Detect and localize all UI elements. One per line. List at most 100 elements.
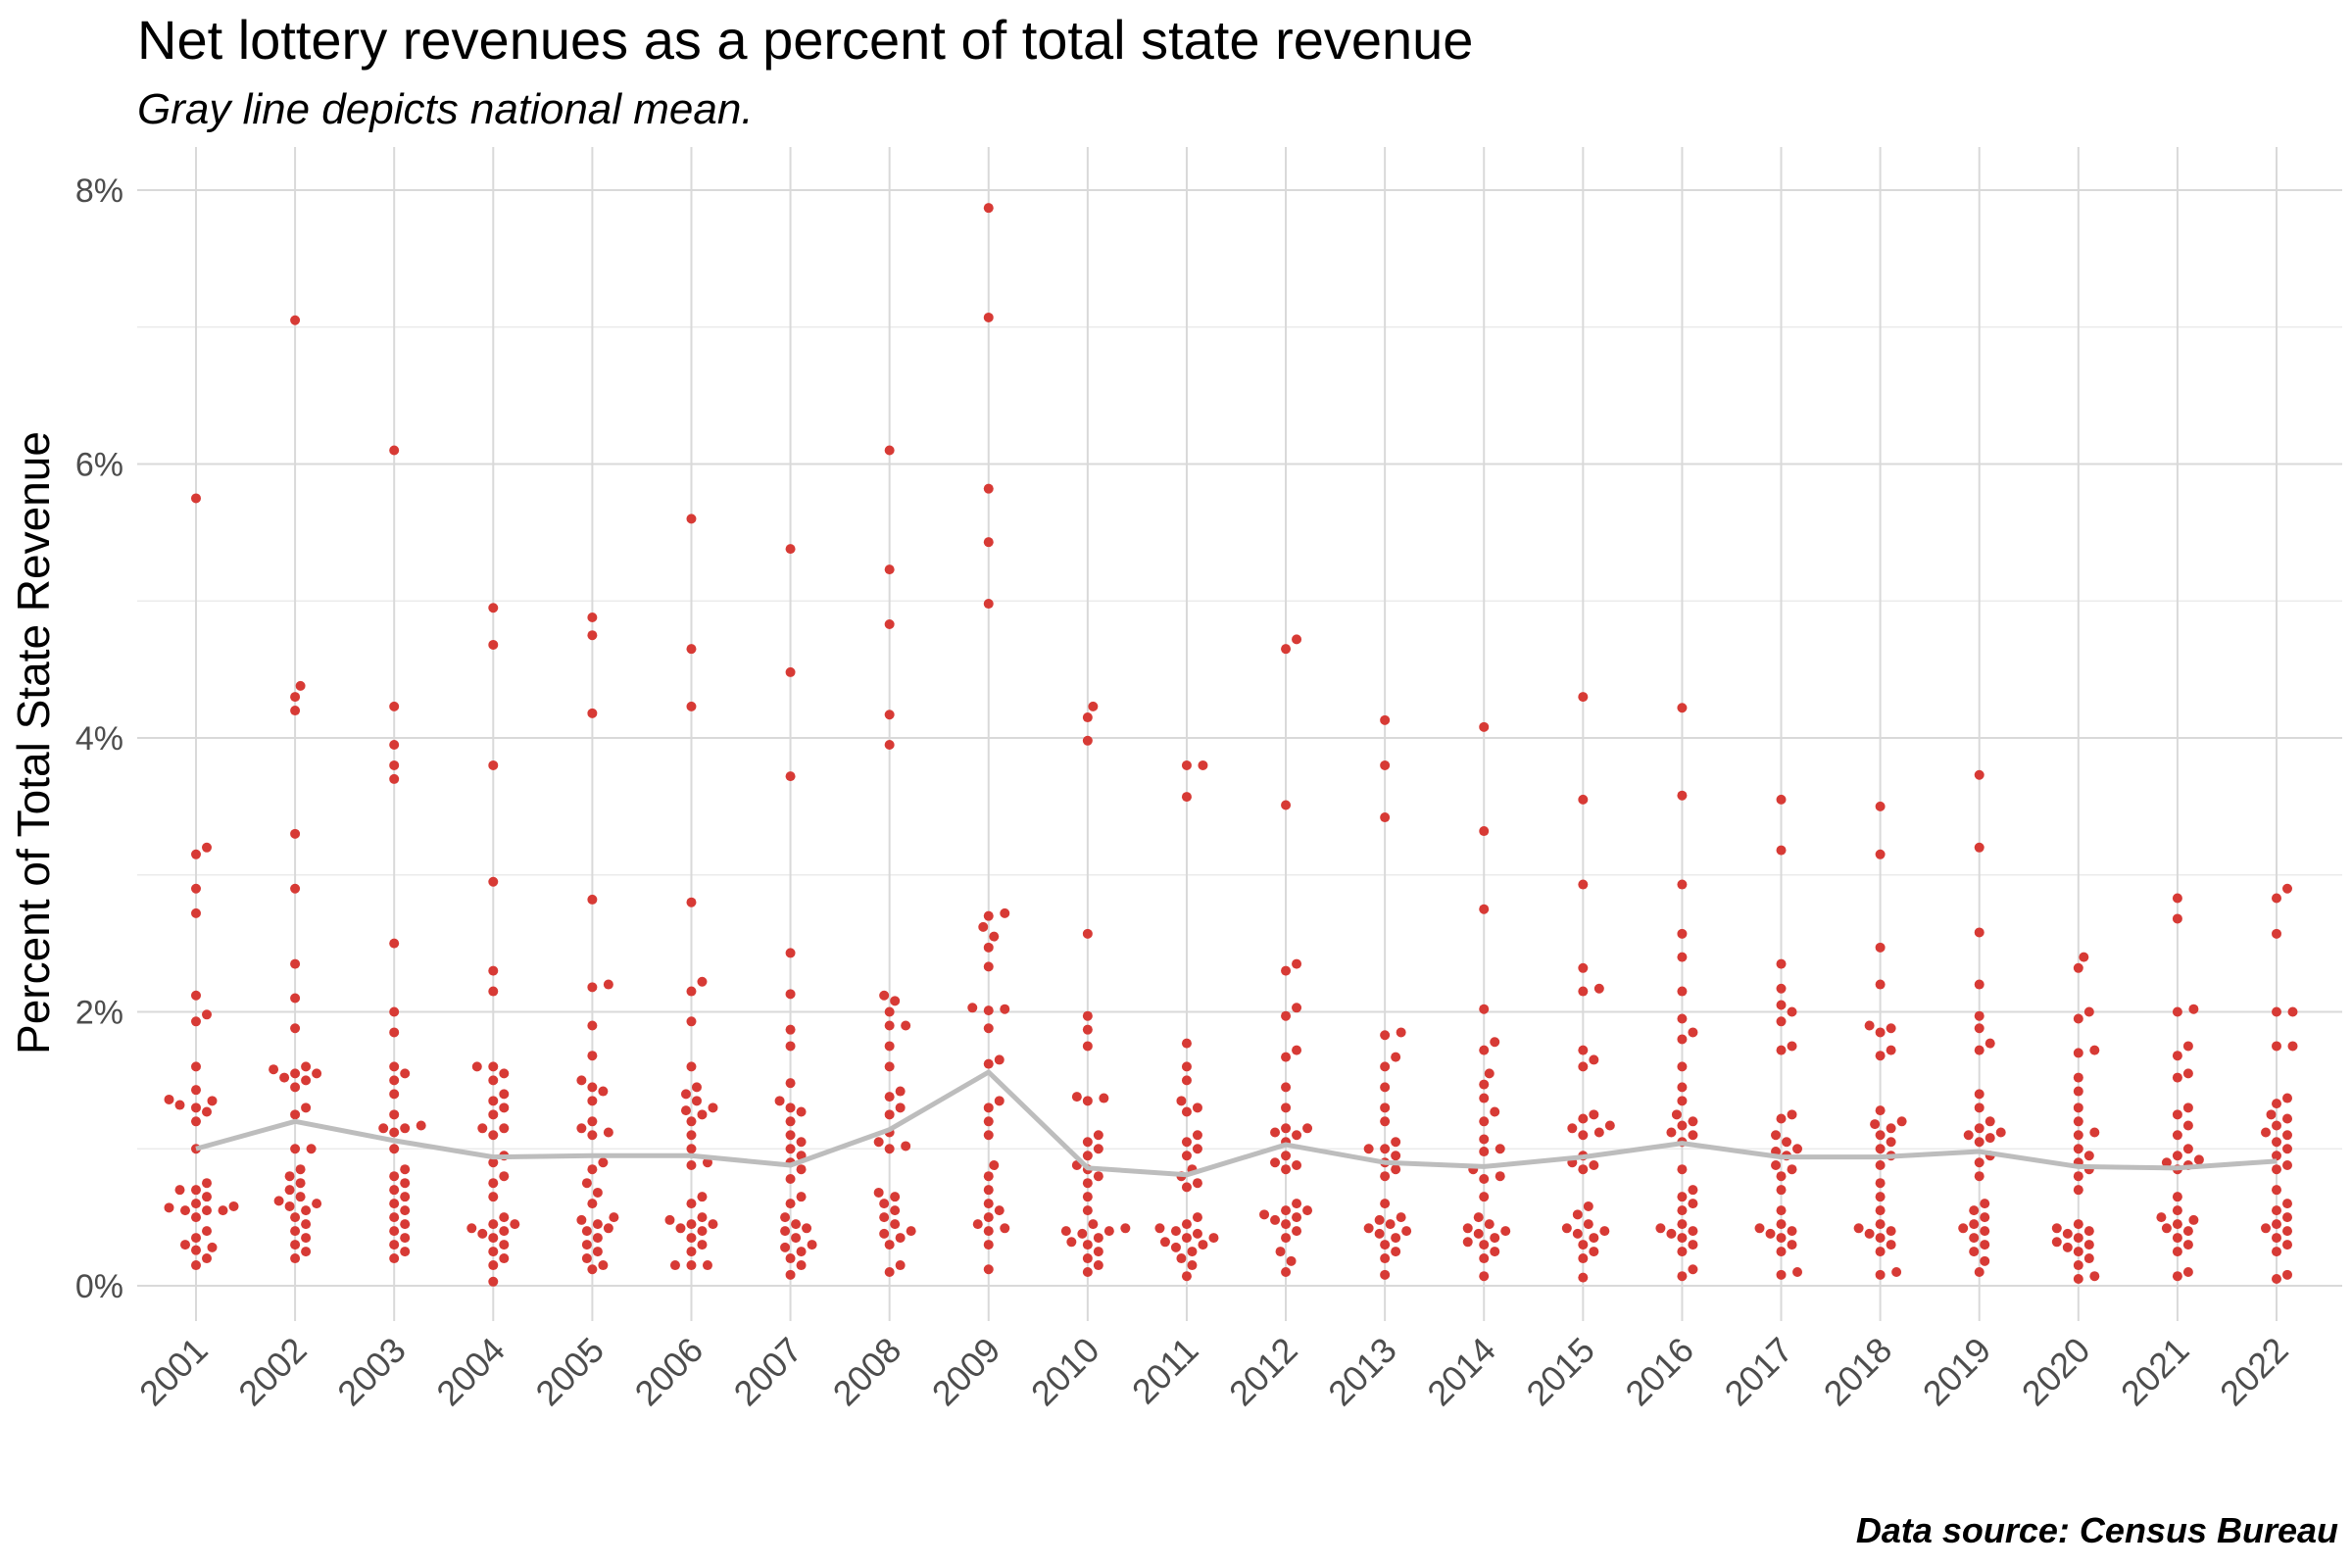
data-point — [1963, 1130, 1974, 1141]
data-point — [191, 1212, 201, 1223]
data-point — [983, 312, 994, 322]
data-point — [697, 1109, 708, 1120]
data-point — [1677, 1082, 1688, 1093]
data-point — [2172, 1006, 2182, 1017]
data-point — [1677, 1013, 1688, 1024]
data-point — [290, 1240, 301, 1250]
data-point — [2182, 1267, 2193, 1278]
data-point — [780, 1242, 791, 1252]
data-point — [1187, 1247, 1198, 1257]
data-point — [389, 1212, 400, 1223]
data-point — [581, 1253, 592, 1264]
data-point — [2172, 1151, 2182, 1161]
data-point — [1776, 1205, 1787, 1216]
data-point — [1391, 1233, 1401, 1244]
data-point — [471, 1061, 482, 1072]
data-point — [290, 828, 301, 839]
data-point — [1776, 1045, 1787, 1055]
data-point — [488, 1260, 499, 1271]
data-point — [1380, 1116, 1391, 1127]
data-point — [592, 1247, 603, 1257]
x-tick-label: 2001 — [131, 1330, 216, 1414]
data-point — [389, 1240, 400, 1250]
data-point — [1082, 1253, 1093, 1264]
data-point — [1000, 1004, 1010, 1014]
data-point — [499, 1226, 510, 1237]
data-point — [1479, 1004, 1490, 1014]
data-point — [1776, 1233, 1787, 1244]
data-point — [1875, 1233, 1886, 1244]
data-point — [1192, 1144, 1202, 1154]
data-point — [1896, 1116, 1907, 1127]
data-point — [1969, 1219, 1980, 1230]
data-point — [1864, 1228, 1875, 1239]
data-point — [400, 1068, 411, 1079]
data-point — [2073, 1130, 2083, 1141]
data-point — [1176, 1253, 1187, 1264]
data-point — [400, 1178, 411, 1189]
data-point — [2272, 1120, 2281, 1131]
data-point — [1688, 1226, 1698, 1237]
data-point — [785, 1253, 796, 1264]
data-point — [2073, 1116, 2083, 1127]
data-point — [2172, 1130, 2182, 1141]
x-axis-ticks: 2001 2002 2003 2004 2005 2006 2007 2008 2009 2010… — [131, 1330, 2296, 1414]
data-point — [1984, 1133, 1995, 1144]
data-point — [1380, 1240, 1391, 1250]
data-point — [1071, 1092, 1082, 1102]
data-point — [295, 1164, 306, 1175]
data-point — [1198, 760, 1208, 770]
data-point — [983, 203, 994, 214]
data-point — [708, 1102, 718, 1113]
data-point — [1292, 1003, 1302, 1013]
data-point — [796, 1192, 807, 1202]
data-point — [191, 1116, 201, 1127]
data-point — [1281, 965, 1292, 976]
data-source-caption: Data source: Census Bureau — [1856, 1510, 2338, 1550]
x-tick-label: 2019 — [1915, 1330, 1999, 1414]
data-point — [884, 1006, 895, 1017]
data-point — [1479, 1240, 1490, 1250]
data-point — [1875, 849, 1886, 859]
data-point — [686, 1160, 697, 1171]
data-point — [780, 1226, 791, 1237]
data-point — [389, 1075, 400, 1086]
data-point — [202, 1009, 212, 1020]
data-point — [983, 1185, 994, 1196]
data-point — [1974, 979, 1984, 990]
data-point — [389, 1061, 400, 1072]
x-tick-label: 2020 — [2014, 1330, 2098, 1414]
data-point — [884, 564, 895, 575]
x-tick-label: 2005 — [527, 1330, 612, 1414]
data-point — [1391, 1247, 1401, 1257]
data-point — [1572, 1228, 1583, 1239]
data-point — [1281, 1267, 1292, 1278]
x-tick-label: 2011 — [1124, 1330, 1206, 1412]
data-point — [207, 1096, 218, 1106]
data-point — [2188, 1004, 2199, 1014]
data-point — [218, 1205, 228, 1216]
data-point — [191, 1199, 201, 1209]
data-point — [1286, 1255, 1297, 1266]
data-point — [895, 1260, 906, 1271]
data-point — [1181, 1271, 1192, 1282]
data-point — [686, 1061, 697, 1072]
data-point — [1655, 1223, 1666, 1234]
data-point — [2073, 1171, 2083, 1182]
data-point — [1192, 1130, 1202, 1141]
data-point — [2073, 1247, 2083, 1257]
data-point — [1281, 1219, 1292, 1230]
data-point — [2182, 1041, 2193, 1052]
data-point — [1787, 1240, 1797, 1250]
x-tick-label: 2007 — [726, 1330, 810, 1414]
data-point — [884, 445, 895, 456]
data-point — [1677, 1034, 1688, 1045]
data-point — [2182, 1240, 2193, 1250]
data-point — [1776, 1113, 1787, 1124]
data-point — [1060, 1226, 1071, 1237]
data-point — [1875, 1130, 1886, 1141]
data-point — [1093, 1260, 1103, 1271]
data-point — [2272, 1006, 2281, 1017]
data-point — [1787, 1006, 1797, 1017]
data-point — [2073, 1048, 2083, 1058]
